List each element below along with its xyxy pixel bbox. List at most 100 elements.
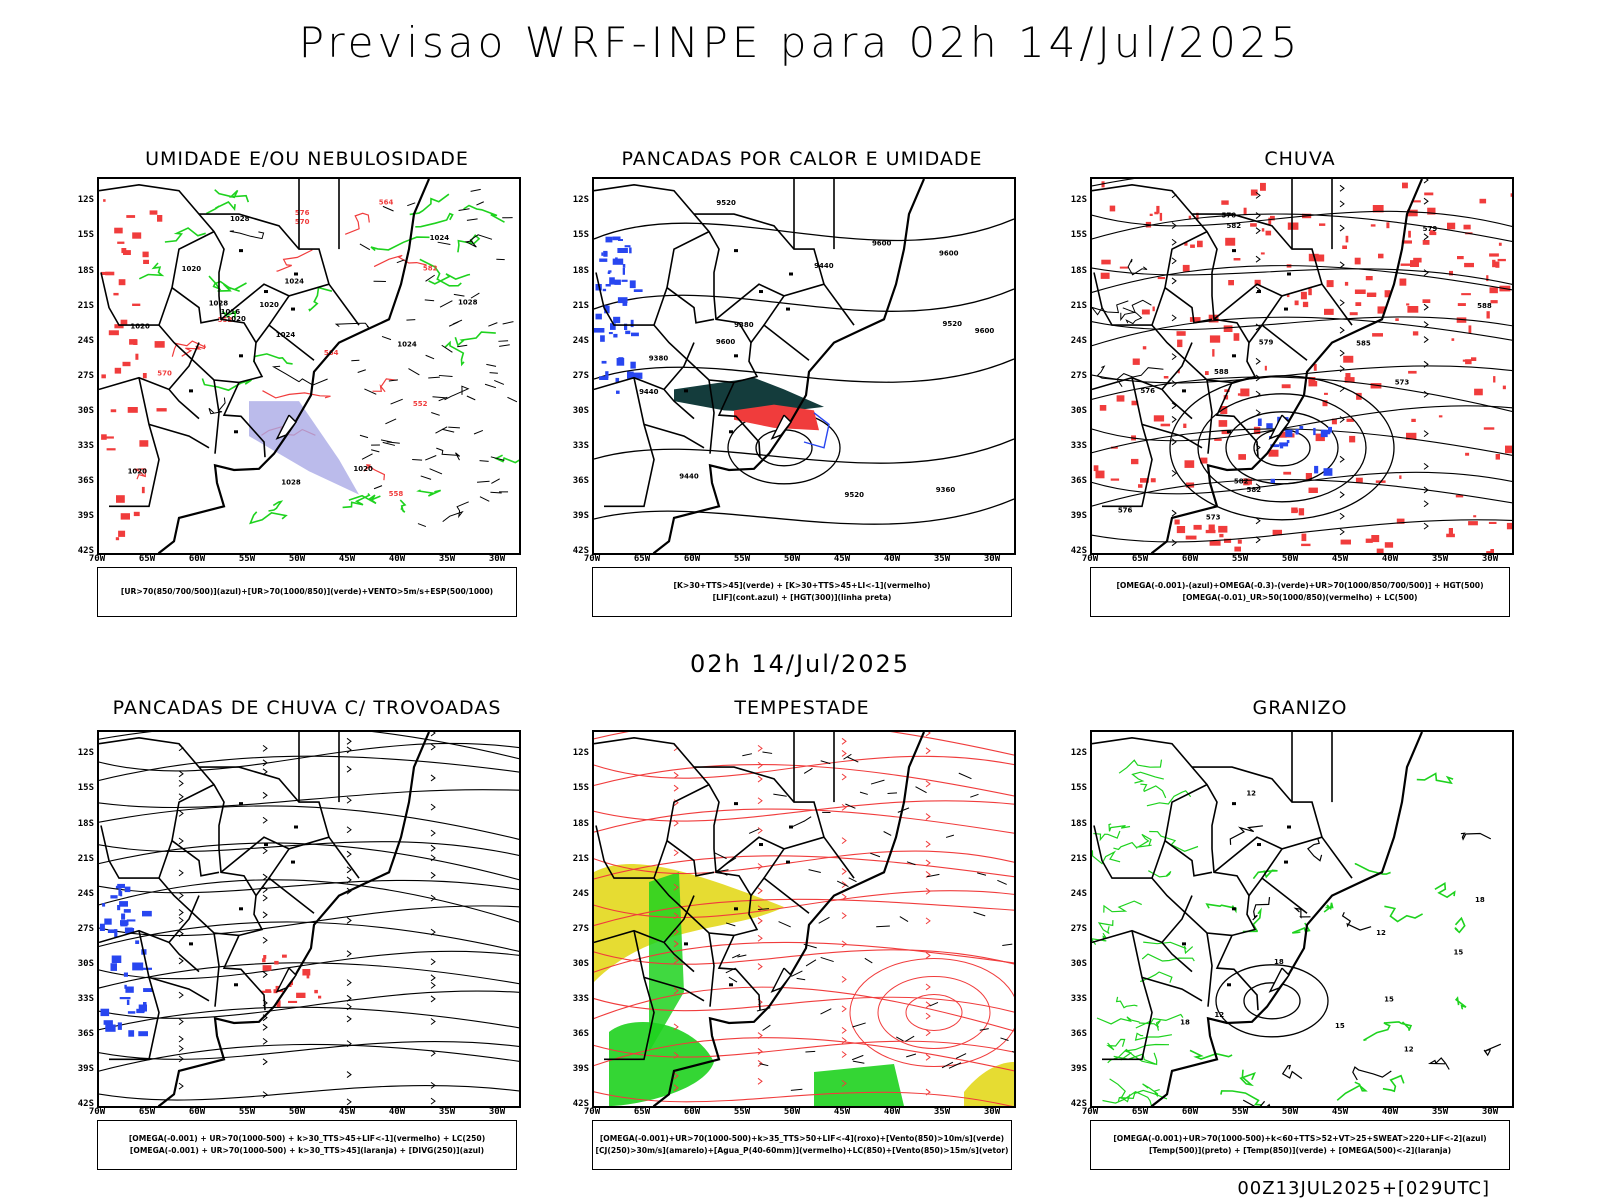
flow-arrow [1423, 390, 1429, 398]
lake-marker [189, 942, 193, 946]
field-patch [118, 279, 126, 286]
field-patch [1407, 306, 1419, 313]
wind-vector [805, 1050, 816, 1053]
flow-arrow [1171, 539, 1177, 547]
wind-vector [843, 753, 852, 760]
field-patch [1308, 377, 1316, 383]
latitude-tick-label: 12S [572, 748, 589, 759]
longitude-tick-label: 55W [1231, 554, 1249, 564]
longitude-tick-label: 50W [288, 554, 306, 564]
flow-arrow [841, 912, 847, 920]
wind-vector [490, 456, 505, 461]
map-panel: 9600 9600 9600 9600 9520 9520 9520 9440 9440 9440… [592, 177, 1016, 555]
flow-arrow [925, 983, 931, 991]
field-patch [1197, 240, 1203, 248]
field-patch [601, 252, 604, 256]
wind-vector [728, 976, 738, 983]
field-patch [609, 277, 615, 285]
latitude-tick-label: 39S [1070, 510, 1087, 521]
wind-vector [359, 434, 369, 439]
latitude-tick-label: 18S [1070, 818, 1087, 829]
wind-vector [836, 880, 849, 888]
lake-marker [264, 843, 268, 847]
field-patch [1287, 222, 1299, 230]
wind-vector [970, 793, 979, 798]
field-patch [1260, 252, 1265, 255]
streamline [99, 1006, 519, 1031]
wind-vector [407, 202, 416, 207]
border-line [168, 342, 200, 390]
flow-arrow [262, 744, 268, 752]
latitude-tick-label: 21S [572, 300, 589, 311]
wind-vector [852, 1060, 865, 1064]
contour-label: 1020 [182, 265, 202, 273]
field-patch [1138, 484, 1143, 488]
field-patch [125, 986, 134, 993]
field-patch [1268, 449, 1279, 457]
contour-line [344, 212, 370, 235]
contour-line [249, 511, 288, 525]
contour-line [1096, 365, 1123, 387]
flow-arrow [346, 950, 352, 958]
latitude-tick-label: 42S [1070, 546, 1087, 556]
border-line [1141, 423, 1203, 449]
flow-arrow [430, 871, 436, 879]
field-patch [273, 989, 278, 994]
panel-title: TEMPESTADE [734, 697, 870, 719]
field-patch [1111, 446, 1118, 449]
field-patch [1190, 244, 1195, 248]
field-patch [1196, 212, 1199, 220]
field-patch [1301, 533, 1307, 542]
wind-vector [491, 478, 500, 484]
contour-line [1148, 870, 1172, 878]
contour-line [1383, 1021, 1413, 1031]
contour-line [342, 493, 371, 509]
contour-label: 9380 [734, 321, 754, 329]
field-patch [608, 332, 613, 335]
flow-arrow [178, 1045, 184, 1052]
lake-marker [734, 249, 738, 253]
field-patch [1221, 200, 1229, 205]
flow-arrow [1171, 509, 1177, 517]
field-patch [1142, 346, 1147, 350]
border-line [99, 929, 200, 973]
wind-vector [977, 872, 987, 876]
field-patch [614, 279, 621, 285]
flow-arrow [178, 930, 184, 938]
field-patch [630, 319, 634, 328]
border-line [694, 213, 825, 320]
field-patch [1099, 405, 1107, 411]
border-line [1092, 183, 1259, 458]
contour-line [221, 309, 237, 319]
field-patch [1502, 385, 1506, 390]
field-patch [128, 1030, 135, 1037]
border-line [643, 976, 705, 1002]
field-patch [108, 330, 119, 336]
contour-label: 9440 [639, 388, 659, 396]
wind-vector [820, 760, 831, 765]
contour-line [217, 282, 247, 293]
base-map [1092, 732, 1424, 1106]
contour-line [253, 353, 293, 365]
field-patch [154, 341, 165, 348]
wind-vector [431, 412, 440, 416]
flow-arrow [757, 1060, 763, 1067]
wind-vector [896, 1036, 904, 1042]
lake-marker [291, 307, 295, 311]
contour-label: 9600 [939, 250, 959, 258]
field-patch [142, 910, 152, 917]
field-patch [1457, 303, 1466, 306]
contour-label: 9600 [872, 239, 892, 247]
wind-vector [876, 925, 890, 928]
field-patch [119, 901, 128, 907]
contour-line [457, 234, 481, 253]
field-patch [603, 250, 608, 257]
contour-line [1140, 783, 1167, 799]
wind-vector [731, 954, 741, 959]
flow-arrow [1339, 455, 1345, 463]
contour-label: 1024 [430, 234, 450, 242]
latitude-tick-label: 33S [572, 440, 589, 451]
map-panel: 588 585 582 582 579 576 573 570 582 579 576 573 588 [1090, 177, 1514, 555]
field-patch [1498, 242, 1502, 246]
wind-vector [417, 523, 427, 528]
